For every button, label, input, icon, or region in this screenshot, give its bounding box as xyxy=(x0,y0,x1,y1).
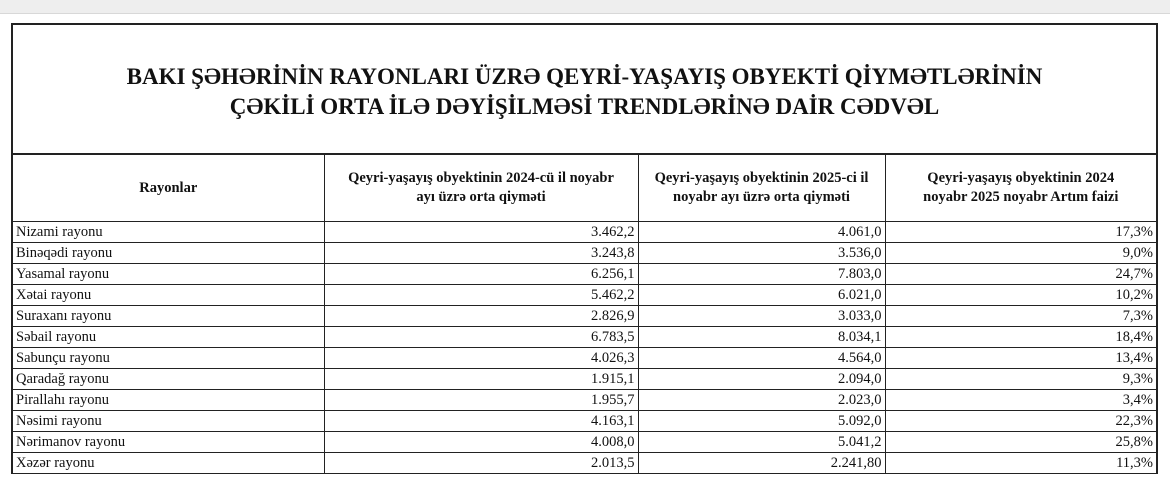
table-row: Yasamal rayonu 6.256,1 7.803,0 24,7% xyxy=(13,263,1156,285)
price-2024: 2.013,5 xyxy=(323,452,639,474)
table-row: Sabunçu rayonu 4.026,3 4.564,0 13,4% xyxy=(13,347,1156,369)
district-name: Xəzər rayonu xyxy=(13,452,325,474)
table-row: Suraxanı rayonu 2.826,9 3.033,0 7,3% xyxy=(13,305,1156,327)
header-districts: Rayonlar xyxy=(13,155,325,222)
district-name: Nizami rayonu xyxy=(13,221,325,243)
price-2024: 6.256,1 xyxy=(323,263,639,285)
table-row: Səbail rayonu 6.783,5 8.034,1 18,4% xyxy=(13,326,1156,348)
price-2024: 6.783,5 xyxy=(323,326,639,348)
price-2025: 2.094,0 xyxy=(637,368,886,390)
price-table: Rayonlar Qeyri-yaşayış obyektinin 2024-c… xyxy=(13,155,1156,474)
table-row: Nərimanov rayonu 4.008,0 5.041,2 25,8% xyxy=(13,431,1156,453)
price-2025: 5.041,2 xyxy=(637,431,886,453)
table-row: Xəzər rayonu 2.013,5 2.241,80 11,3% xyxy=(13,452,1156,474)
growth-percent: 17,3% xyxy=(884,221,1156,243)
growth-percent: 25,8% xyxy=(884,431,1156,453)
header-row: Rayonlar Qeyri-yaşayış obyektinin 2024-c… xyxy=(13,155,1156,222)
growth-percent: 24,7% xyxy=(884,263,1156,285)
growth-percent: 10,2% xyxy=(884,284,1156,306)
price-2024: 1.955,7 xyxy=(323,389,639,411)
district-name: Qaradağ rayonu xyxy=(13,368,325,390)
price-2024: 4.008,0 xyxy=(323,431,639,453)
document-title: BAKI ŞƏHƏRİNİN RAYONLARI ÜZRƏ QEYRİ-YAŞA… xyxy=(13,25,1156,155)
price-2024: 4.026,3 xyxy=(323,347,639,369)
growth-percent: 11,3% xyxy=(884,452,1156,474)
header-growth: Qeyri-yaşayış obyektinin 2024 noyabr 202… xyxy=(884,155,1156,222)
price-2024: 1.915,1 xyxy=(323,368,639,390)
price-2025: 8.034,1 xyxy=(637,326,886,348)
title-line-1: BAKI ŞƏHƏRİNİN RAYONLARI ÜZRƏ QEYRİ-YAŞA… xyxy=(126,64,1043,89)
table-row: Nəsimi rayonu 4.163,1 5.092,0 22,3% xyxy=(13,410,1156,432)
price-2025: 4.061,0 xyxy=(637,221,886,243)
price-2025: 3.536,0 xyxy=(637,242,886,264)
growth-percent: 9,3% xyxy=(884,368,1156,390)
table-row: Xətai rayonu 5.462,2 6.021,0 10,2% xyxy=(13,284,1156,306)
price-2024: 3.243,8 xyxy=(323,242,639,264)
table-row: Binəqədi rayonu 3.243,8 3.536,0 9,0% xyxy=(13,242,1156,264)
price-2025: 3.033,0 xyxy=(637,305,886,327)
title-line-2: ÇƏKİLİ ORTA İLƏ DƏYİŞİLMƏSİ TRENDLƏRİNƏ … xyxy=(229,94,940,119)
price-2025: 6.021,0 xyxy=(637,284,886,306)
district-name: Suraxanı rayonu xyxy=(13,305,325,327)
district-name: Sabunçu rayonu xyxy=(13,347,325,369)
header-price-2025: Qeyri-yaşayış obyektinin 2025-ci il noya… xyxy=(637,155,886,222)
document-table-container: BAKI ŞƏHƏRİNİN RAYONLARI ÜZRƏ QEYRİ-YAŞA… xyxy=(11,23,1158,474)
growth-percent: 22,3% xyxy=(884,410,1156,432)
price-2024: 2.826,9 xyxy=(323,305,639,327)
growth-percent: 9,0% xyxy=(884,242,1156,264)
price-2024: 4.163,1 xyxy=(323,410,639,432)
district-name: Nərimanov rayonu xyxy=(13,431,325,453)
district-name: Yasamal rayonu xyxy=(13,263,325,285)
growth-percent: 7,3% xyxy=(884,305,1156,327)
price-2025: 5.092,0 xyxy=(637,410,886,432)
price-2025: 2.241,80 xyxy=(637,452,886,474)
price-2024: 3.462,2 xyxy=(323,221,639,243)
growth-percent: 13,4% xyxy=(884,347,1156,369)
district-name: Pirallahı rayonu xyxy=(13,389,325,411)
table-row: Qaradağ rayonu 1.915,1 2.094,0 9,3% xyxy=(13,368,1156,390)
price-2025: 7.803,0 xyxy=(637,263,886,285)
table-row: Nizami rayonu 3.462,2 4.061,0 17,3% xyxy=(13,221,1156,243)
price-2025: 2.023,0 xyxy=(637,389,886,411)
price-2025: 4.564,0 xyxy=(637,347,886,369)
browser-top-bar xyxy=(0,0,1170,14)
district-name: Binəqədi rayonu xyxy=(13,242,325,264)
district-name: Nəsimi rayonu xyxy=(13,410,325,432)
growth-percent: 18,4% xyxy=(884,326,1156,348)
price-2024: 5.462,2 xyxy=(323,284,639,306)
growth-percent: 3,4% xyxy=(884,389,1156,411)
header-price-2024: Qeyri-yaşayış obyektinin 2024-cü il noya… xyxy=(323,155,639,222)
district-name: Xətai rayonu xyxy=(13,284,325,306)
table-row: Pirallahı rayonu 1.955,7 2.023,0 3,4% xyxy=(13,389,1156,411)
district-name: Səbail rayonu xyxy=(13,326,325,348)
